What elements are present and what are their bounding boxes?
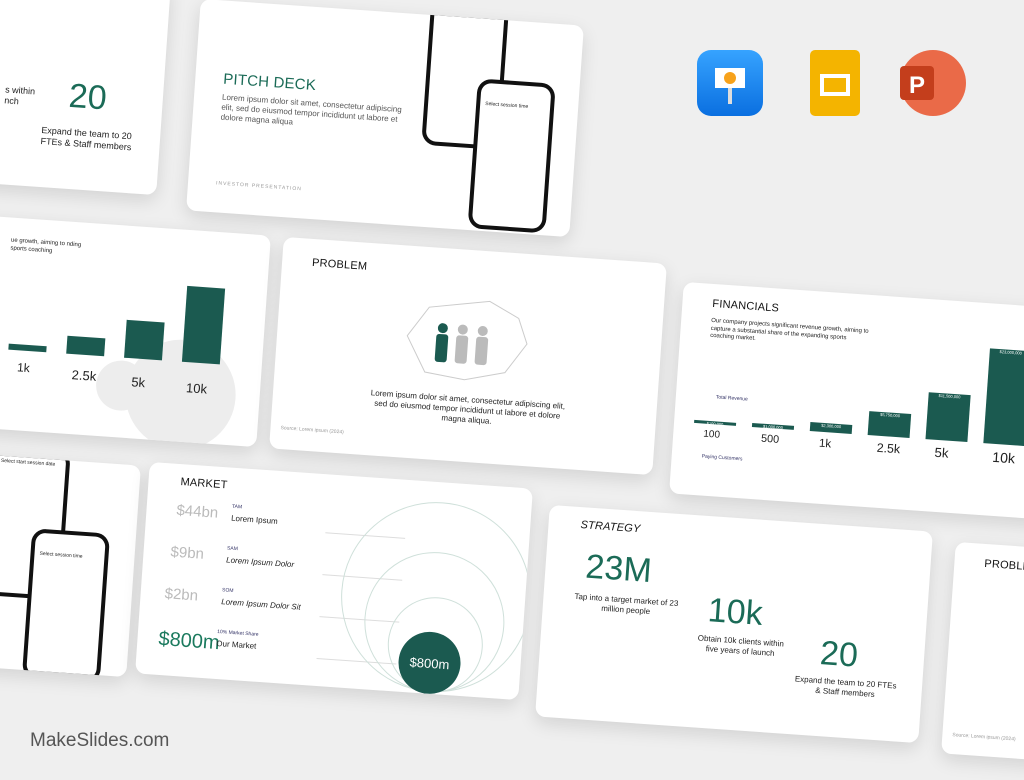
- customer-label: 2.5k: [876, 440, 901, 457]
- phone-mockup: Select session time: [467, 78, 556, 234]
- revenue-bar: $5,750,000: [867, 411, 912, 438]
- slide-financials[interactable]: FINANCIALS Our company projects signific…: [669, 281, 1024, 521]
- phone-mockup: Select session time: [21, 528, 111, 678]
- slide-strategy-partial[interactable]: k s within nch 20 Expand the team to 20 …: [0, 0, 171, 196]
- slide-title: MARKET: [180, 476, 228, 492]
- revenue-bar: $2,300,000: [809, 421, 853, 434]
- svg-text:P: P: [909, 72, 925, 99]
- slide-title: STRATEGY: [580, 519, 641, 536]
- google-slides-icon: [810, 50, 860, 116]
- brand-label: MakeSlides.com: [30, 730, 170, 751]
- slide-problem-partial[interactable]: PROBLEM Source: Lorem ipsum (2024): [941, 541, 1024, 780]
- slide-pitch-deck[interactable]: PITCH DECK Lorem ipsum dolor sit amet, c…: [186, 0, 584, 238]
- revenue-bar: $1,000,000: [751, 422, 795, 430]
- revenue-bar-chart: $100,000 $1,000,000 $2,300,000 $5,750,000 $1…: [694, 323, 1024, 447]
- customer-label: 500: [760, 432, 780, 446]
- customer-label: 5k: [934, 444, 950, 461]
- stat-value: 20: [67, 76, 108, 118]
- stat-caption: s within nch: [4, 84, 36, 107]
- customer-label: 1k: [818, 436, 832, 451]
- slide-problem[interactable]: PROBLEM Lorem ipsum dolor sit amet, cons…: [269, 236, 667, 476]
- slide-financials-partial[interactable]: ue growth, aiming to nding sports coachi…: [0, 208, 271, 448]
- slide-title: FINANCIALS: [711, 297, 780, 315]
- slide-title: PITCH DECK: [222, 70, 317, 95]
- revenue-bar: $11,500,000: [925, 391, 971, 443]
- slide-market[interactable]: MARKET $44bn TAM Lorem Ipsum $9bn SAM Lo…: [135, 461, 533, 701]
- slide-title: PROBLEM: [311, 256, 368, 273]
- slide-phone-partial[interactable]: Select start session date Select session…: [0, 438, 141, 678]
- revenue-bar: $100,000: [694, 419, 737, 427]
- revenue-bar: $23,000,000: [983, 348, 1024, 447]
- slide-strategy[interactable]: STRATEGY 23M Tap into a target market of…: [535, 504, 933, 744]
- keynote-icon: [697, 50, 763, 116]
- powerpoint-icon: P: [900, 50, 966, 116]
- customer-label: 100: [702, 428, 721, 441]
- customer-label: 10k: [991, 448, 1016, 467]
- map-with-people-icon: [406, 300, 528, 381]
